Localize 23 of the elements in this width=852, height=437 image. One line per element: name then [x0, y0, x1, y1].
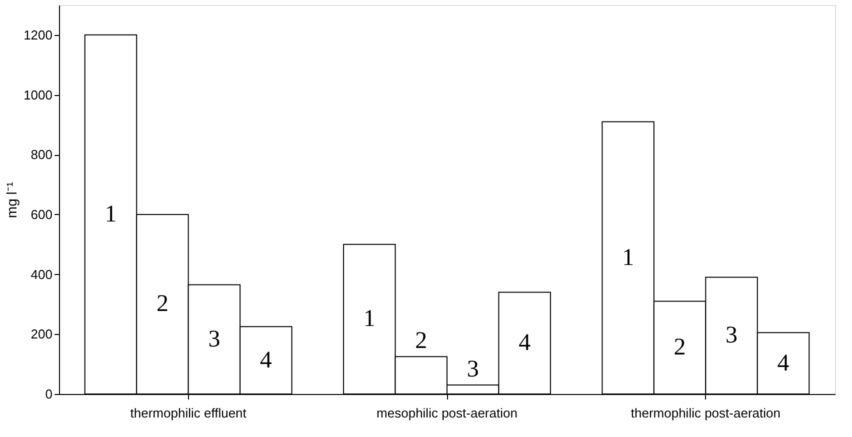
series-label: 4	[777, 350, 790, 376]
text: 1	[104, 201, 117, 228]
x-tick-label: mesophilic post-aeration	[376, 406, 518, 420]
text: 2	[674, 334, 686, 361]
text: 3	[208, 326, 220, 352]
series-label: 1	[363, 306, 376, 332]
y-tick-label: 800	[30, 147, 52, 162]
text: 4	[260, 347, 272, 374]
text: 4	[518, 330, 531, 356]
text: 2	[156, 291, 168, 318]
text: 1	[622, 244, 634, 271]
y-tick-label: 0	[45, 386, 52, 402]
y-tick-label: 600	[30, 206, 52, 222]
series-label: 2	[415, 328, 428, 354]
y-tick-label: 1200	[24, 27, 52, 42]
x-tick-label: thermophilic effluent	[130, 406, 247, 420]
series-label: 3	[466, 356, 479, 382]
x-tick-label: thermophilic post-aeration	[630, 406, 780, 420]
text: 3	[726, 322, 738, 349]
y-tick-label: 1000	[24, 87, 52, 102]
y-axis-title: mg l⁻¹	[4, 182, 20, 218]
y-tick-label: 400	[30, 266, 52, 282]
y-tick-label: 200	[30, 326, 52, 342]
